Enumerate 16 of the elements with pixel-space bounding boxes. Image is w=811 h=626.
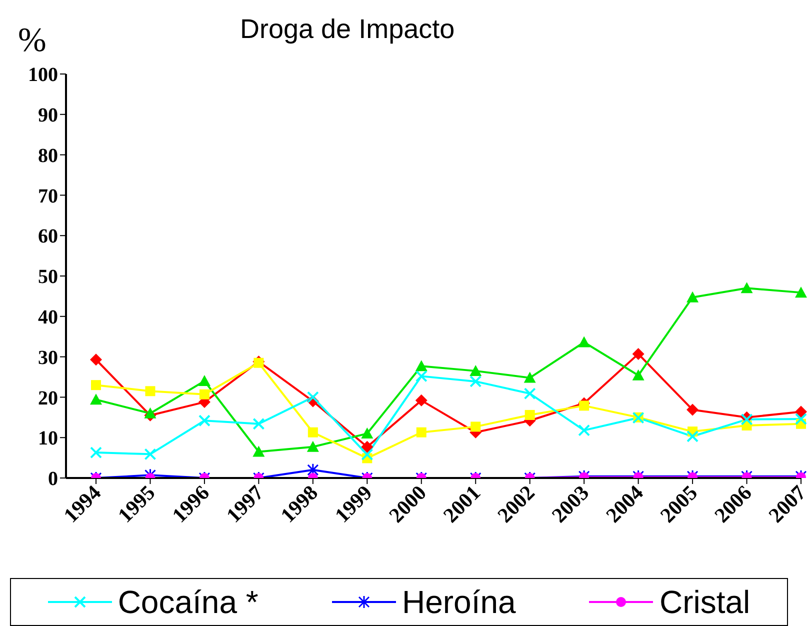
legend-label: Heroína xyxy=(402,584,516,620)
y-tick-label: 10 xyxy=(38,428,58,450)
y-tick-label: 0 xyxy=(48,468,58,490)
y-tick-label: 40 xyxy=(38,306,58,328)
y-tick-label: 100 xyxy=(28,64,58,86)
legend-label: Cristal xyxy=(659,584,750,620)
legend-label: Cocaína * xyxy=(118,584,258,620)
y-tick-label: 60 xyxy=(38,226,58,248)
y-tick-label: 20 xyxy=(38,387,58,410)
y-tick-label: 50 xyxy=(38,266,58,288)
chart-title: Droga de Impacto xyxy=(240,14,455,45)
y-tick-label: 90 xyxy=(38,104,58,126)
y-tick-label: 70 xyxy=(38,185,58,208)
y-tick-label: 30 xyxy=(38,346,58,369)
y-axis-title: % xyxy=(18,22,46,60)
y-tick-label: 80 xyxy=(38,144,58,167)
